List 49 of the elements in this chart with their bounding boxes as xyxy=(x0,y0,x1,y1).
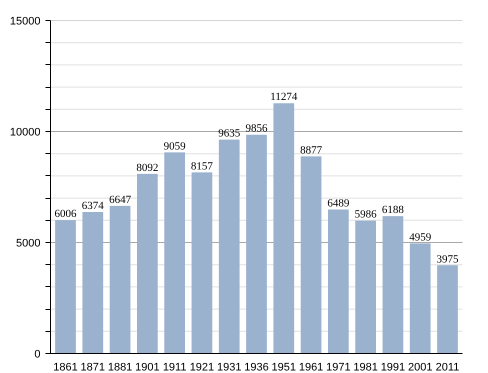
bar xyxy=(246,134,267,354)
bar xyxy=(164,152,186,354)
data-label: 6374 xyxy=(82,200,104,212)
bar xyxy=(192,172,212,354)
data-label: 11274 xyxy=(270,91,298,104)
x-tick-label: 1951 xyxy=(272,362,296,373)
y-tick-label: 10000 xyxy=(10,126,41,138)
x-tick-label: 1931 xyxy=(216,362,242,373)
bar xyxy=(82,212,104,354)
x-tick-label: 2001 xyxy=(408,362,432,373)
x-tick-label: 2011 xyxy=(436,362,460,373)
x-tick-label: 1981 xyxy=(353,362,378,373)
bar xyxy=(110,206,130,354)
x-tick-label: 1921 xyxy=(190,362,214,373)
x-tick-label: 1971 xyxy=(326,362,351,373)
x-tick-label: 1911 xyxy=(162,362,186,373)
data-label: 9059 xyxy=(164,140,186,152)
bar xyxy=(300,156,322,354)
x-tick-label: 1861 xyxy=(53,362,78,373)
y-tick-label: 15000 xyxy=(10,16,41,28)
bar xyxy=(328,209,349,354)
bar xyxy=(273,103,294,354)
bar xyxy=(410,243,431,354)
data-label: 8092 xyxy=(136,162,158,174)
bar xyxy=(437,265,458,354)
bar xyxy=(382,216,404,354)
data-label: 9856 xyxy=(246,122,268,135)
data-label: 5986 xyxy=(354,208,378,221)
y-tick-label: 0 xyxy=(34,348,41,360)
x-tick-label: 1901 xyxy=(135,362,160,373)
x-tick-label: 1991 xyxy=(380,362,406,373)
data-label: 6647 xyxy=(109,194,132,206)
bar xyxy=(355,220,376,354)
data-label: 8877 xyxy=(300,144,323,156)
data-label: 8157 xyxy=(190,160,214,172)
x-tick-label: 1881 xyxy=(108,362,132,373)
bar xyxy=(136,174,158,354)
data-label: 6489 xyxy=(327,197,350,210)
data-label: 6006 xyxy=(54,208,78,220)
data-label: 6188 xyxy=(382,204,404,216)
data-label: 4959 xyxy=(409,231,432,244)
data-label: 9635 xyxy=(218,128,241,140)
x-tick-label: 1871 xyxy=(80,362,106,373)
y-tick-label: 5000 xyxy=(16,238,41,250)
x-tick-label: 1936 xyxy=(244,362,269,373)
bar xyxy=(218,140,240,354)
x-tick-label: 1961 xyxy=(298,362,324,373)
bar xyxy=(55,220,76,354)
data-label: 3975 xyxy=(436,253,459,266)
